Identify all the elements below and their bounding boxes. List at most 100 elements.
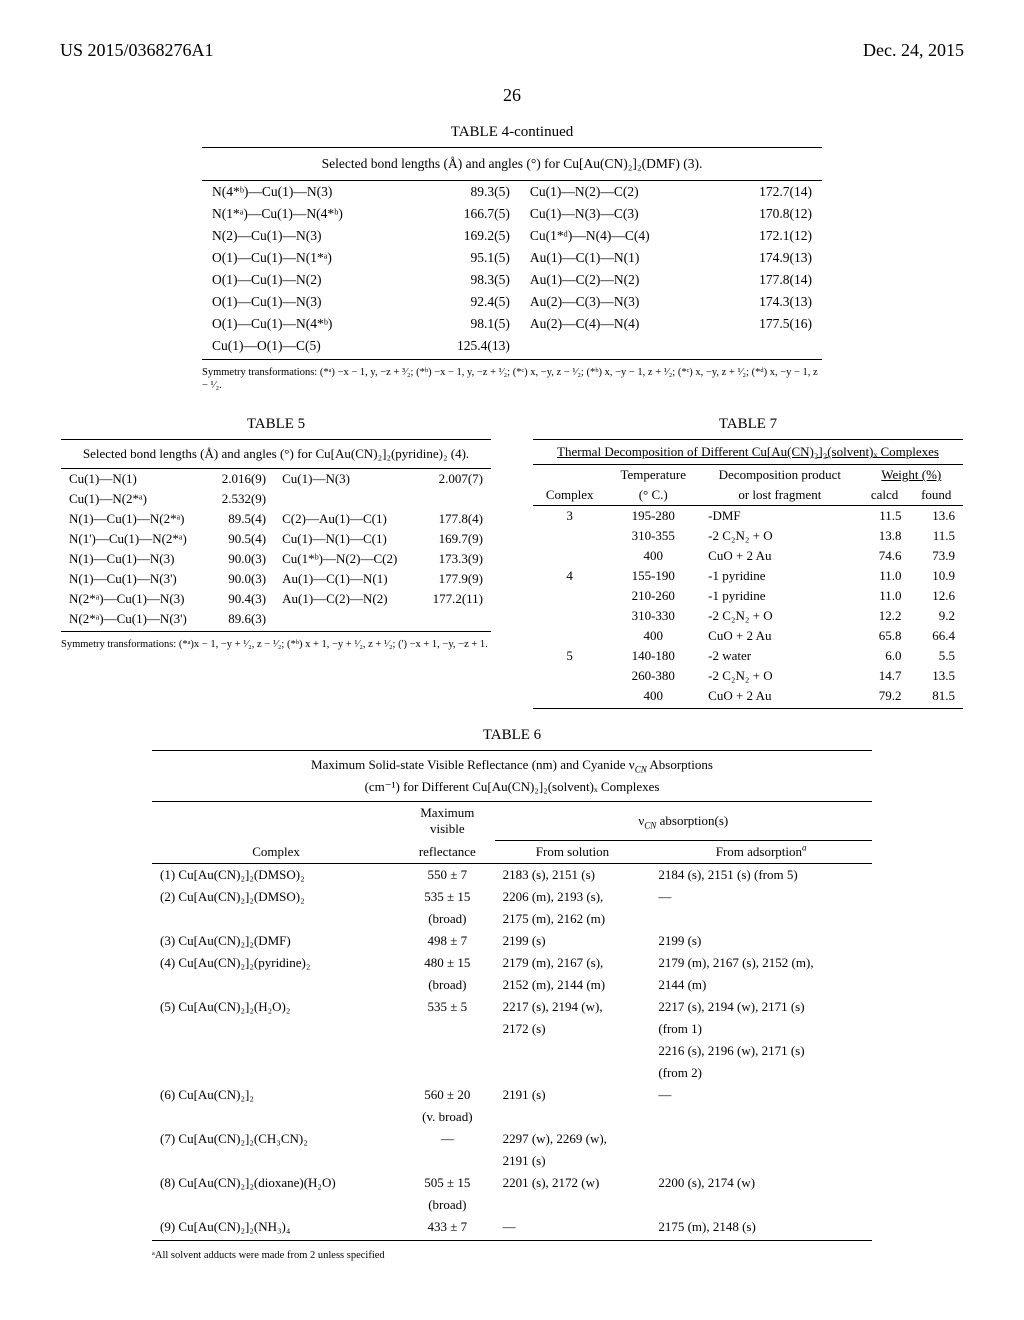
cell: 400 bbox=[606, 546, 700, 566]
cell: 13.5 bbox=[910, 666, 963, 686]
table-row: N(2*ᵃ)—Cu(1)—N(3')89.6(3) bbox=[61, 609, 491, 629]
cell: 2175 (m), 2148 (s) bbox=[650, 1216, 872, 1238]
cell bbox=[152, 1062, 400, 1084]
table-row: (3) Cu[Au(CN)₂]₂(DMF)498 ± 72199 (s)2199… bbox=[152, 930, 872, 952]
cell: -1 pyridine bbox=[700, 566, 859, 586]
cell: Cu(1)—N(1) bbox=[61, 469, 208, 490]
cell: 177.9(9) bbox=[418, 569, 491, 589]
cell: 2175 (m), 2162 (m) bbox=[495, 908, 651, 930]
cell bbox=[495, 1062, 651, 1084]
table7-subtitle: Thermal Decomposition of Different Cu[Au… bbox=[533, 440, 963, 465]
cell bbox=[533, 606, 606, 626]
cell: (from 1) bbox=[650, 1018, 872, 1040]
cell: 177.8(4) bbox=[418, 509, 491, 529]
t7-h-prod: Decomposition product bbox=[700, 465, 859, 486]
t6-h-refl: reflectance bbox=[400, 840, 494, 863]
cell: 125.4(13) bbox=[416, 335, 520, 357]
cell: 177.8(14) bbox=[718, 269, 822, 291]
cell: (broad) bbox=[400, 974, 494, 996]
table-row: 310-355-2 C₂N₂ + O13.811.5 bbox=[533, 526, 963, 546]
cell bbox=[650, 1150, 872, 1172]
cell: Au(2)—C(3)—N(3) bbox=[520, 291, 718, 313]
cell: Cu(1)—O(1)—C(5) bbox=[202, 335, 416, 357]
cell: (6) Cu[Au(CN)₂]₂ bbox=[152, 1084, 400, 1106]
cell bbox=[495, 1106, 651, 1128]
table5-footnote: Symmetry transformations: (*ᵃ)x − 1, −y … bbox=[61, 638, 491, 651]
table-row: O(1)—Cu(1)—N(4*ᵇ)98.1(5)Au(2)—C(4)—N(4)1… bbox=[202, 313, 822, 335]
cell: 89.5(4) bbox=[208, 509, 274, 529]
cell: (3) Cu[Au(CN)₂]₂(DMF) bbox=[152, 930, 400, 952]
table-row: N(1)—Cu(1)—N(3)90.0(3)Cu(1*ᵇ)—N(2)—C(2)1… bbox=[61, 549, 491, 569]
t6-h-vcn: νCN absorption(s) bbox=[495, 802, 872, 841]
cell: -1 pyridine bbox=[700, 586, 859, 606]
cell bbox=[152, 1106, 400, 1128]
cell: 90.0(3) bbox=[208, 549, 274, 569]
cell: C(2)—Au(1)—C(1) bbox=[274, 509, 418, 529]
cell: CuO + 2 Au bbox=[700, 686, 859, 706]
cell: Cu(1)—N(3)—C(3) bbox=[520, 203, 718, 225]
table6: Maximum Solid-state Visible Reflectance … bbox=[152, 750, 872, 1241]
cell: (2) Cu[Au(CN)₂]₂(DMSO)₂ bbox=[152, 886, 400, 908]
cell: O(1)—Cu(1)—N(2) bbox=[202, 269, 416, 291]
cell: 11.5 bbox=[860, 506, 910, 527]
t7-h-calcd: calcd bbox=[860, 485, 910, 506]
cell: 177.5(16) bbox=[718, 313, 822, 335]
table-row: (v. broad) bbox=[152, 1106, 872, 1128]
table-row: 400CuO + 2 Au65.866.4 bbox=[533, 626, 963, 646]
cell: 2191 (s) bbox=[495, 1084, 651, 1106]
cell: O(1)—Cu(1)—N(4*ᵇ) bbox=[202, 313, 416, 335]
cell: -2 C₂N₂ + O bbox=[700, 666, 859, 686]
cell bbox=[152, 1150, 400, 1172]
cell: 2144 (m) bbox=[650, 974, 872, 996]
cell: N(1)—Cu(1)—N(2*ᵃ) bbox=[61, 509, 208, 529]
cell bbox=[152, 1040, 400, 1062]
cell: -2 C₂N₂ + O bbox=[700, 606, 859, 626]
cell: 13.8 bbox=[860, 526, 910, 546]
t7-h-found: found bbox=[910, 485, 963, 506]
table-row: N(1*ᵃ)—Cu(1)—N(4*ᵇ)166.7(5)Cu(1)—N(3)—C(… bbox=[202, 203, 822, 225]
table-row: 260-380-2 C₂N₂ + O14.713.5 bbox=[533, 666, 963, 686]
table-row: (9) Cu[Au(CN)₂]₂(NH₃)₄433 ± 7—2175 (m), … bbox=[152, 1216, 872, 1238]
t6-h-fromsol: From solution bbox=[495, 840, 651, 863]
table-row: 5140-180-2 water6.05.5 bbox=[533, 646, 963, 666]
cell: Cu(1)—N(1)—C(1) bbox=[274, 529, 418, 549]
cell: 13.6 bbox=[910, 506, 963, 527]
table5-subtitle: Selected bond lengths (Å) and angles (°)… bbox=[61, 440, 491, 469]
cell bbox=[152, 1018, 400, 1040]
cell: (9) Cu[Au(CN)₂]₂(NH₃)₄ bbox=[152, 1216, 400, 1238]
cell bbox=[418, 609, 491, 629]
table-row: N(1)—Cu(1)—N(3')90.0(3)Au(1)—C(1)—N(1)17… bbox=[61, 569, 491, 589]
table7: Thermal Decomposition of Different Cu[Au… bbox=[533, 439, 963, 709]
cell: 90.0(3) bbox=[208, 569, 274, 589]
cell: 79.2 bbox=[860, 686, 910, 706]
table-row: (7) Cu[Au(CN)₂]₂(CH₃CN)₂—2297 (w), 2269 … bbox=[152, 1128, 872, 1150]
cell: 3 bbox=[533, 506, 606, 527]
table5: Selected bond lengths (Å) and angles (°)… bbox=[61, 439, 491, 632]
table6-title: TABLE 6 bbox=[60, 727, 964, 744]
cell: 65.8 bbox=[860, 626, 910, 646]
cell: N(1')—Cu(1)—N(2*ᵃ) bbox=[61, 529, 208, 549]
cell: — bbox=[650, 886, 872, 908]
t7-h-weight: Weight (%) bbox=[860, 465, 963, 486]
cell: 90.4(3) bbox=[208, 589, 274, 609]
cell: 535 ± 5 bbox=[400, 996, 494, 1018]
cell: 66.4 bbox=[910, 626, 963, 646]
cell: 73.9 bbox=[910, 546, 963, 566]
table4: Selected bond lengths (Å) and angles (°)… bbox=[202, 147, 822, 360]
cell: 11.0 bbox=[860, 586, 910, 606]
cell: 5.5 bbox=[910, 646, 963, 666]
header-left: US 2015/0368276A1 bbox=[60, 40, 214, 61]
cell: (v. broad) bbox=[400, 1106, 494, 1128]
cell bbox=[495, 1194, 651, 1216]
table-row: Cu(1)—N(1)2.016(9)Cu(1)—N(3)2.007(7) bbox=[61, 469, 491, 490]
table-row: (broad) bbox=[152, 1194, 872, 1216]
cell: 92.4(5) bbox=[416, 291, 520, 313]
table-row: O(1)—Cu(1)—N(3)92.4(5)Au(2)—C(3)—N(3)174… bbox=[202, 291, 822, 313]
cell: Cu(1)—N(2)—C(2) bbox=[520, 181, 718, 204]
cell: 12.6 bbox=[910, 586, 963, 606]
cell: 210-260 bbox=[606, 586, 700, 606]
cell: 505 ± 15 bbox=[400, 1172, 494, 1194]
table-row: (1) Cu[Au(CN)₂]₂(DMSO)₂550 ± 72183 (s), … bbox=[152, 863, 872, 886]
cell: 498 ± 7 bbox=[400, 930, 494, 952]
cell bbox=[152, 1194, 400, 1216]
